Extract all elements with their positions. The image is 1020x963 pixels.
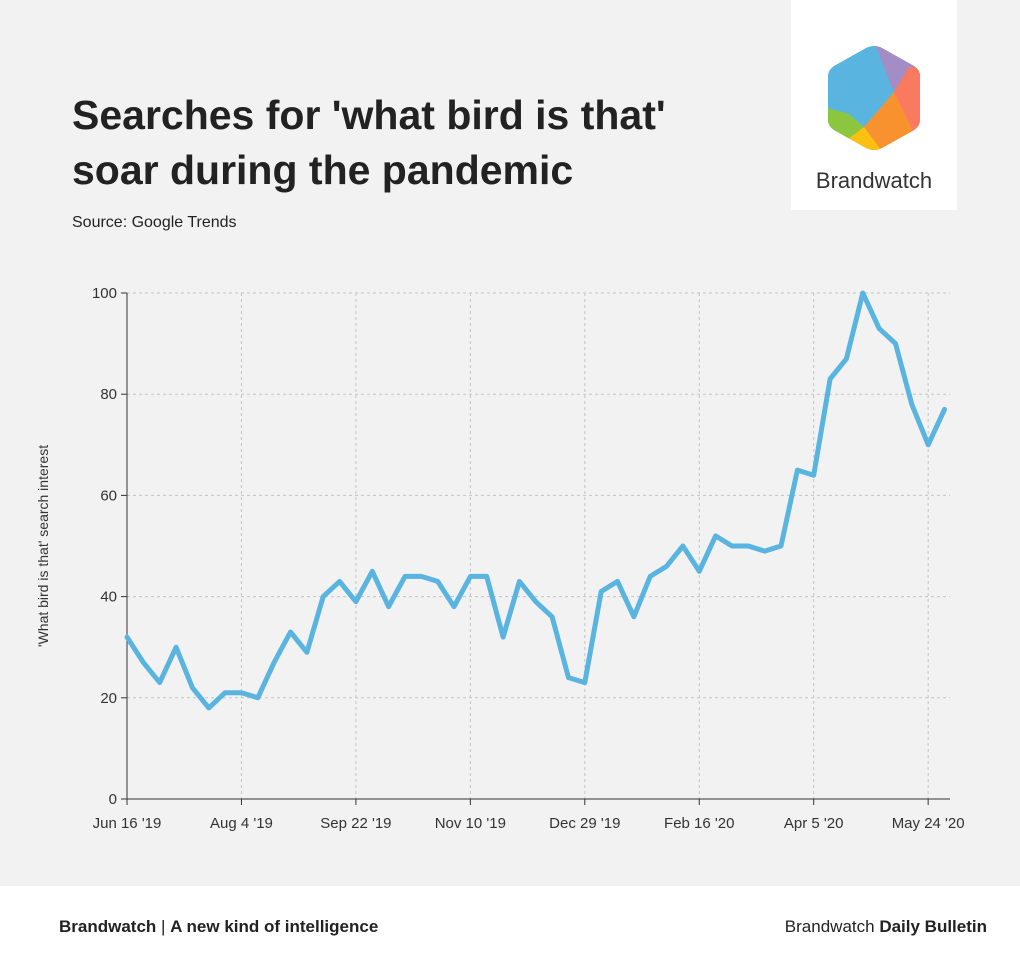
y-axis-ticks: 0 20 40 60 80 100 bbox=[92, 285, 127, 808]
chart-grid bbox=[126, 292, 950, 799]
x-tick-label: Aug 4 '19 bbox=[210, 815, 273, 832]
footer-bulletin: Brandwatch Daily Bulletin bbox=[785, 917, 987, 937]
x-tick-label: Feb 16 '20 bbox=[664, 815, 734, 832]
title-line-1: Searches for 'what bird is that' bbox=[72, 92, 666, 138]
x-tick-label: May 24 '20 bbox=[892, 815, 965, 832]
x-tick-label: Nov 10 '19 bbox=[435, 815, 506, 832]
y-tick-label: 80 bbox=[100, 386, 117, 403]
y-tick-label: 0 bbox=[109, 791, 117, 808]
x-tick-label: Sep 22 '19 bbox=[320, 815, 391, 832]
y-tick-label: 60 bbox=[100, 487, 117, 504]
x-axis-ticks: Jun 16 '19 Aug 4 '19 Sep 22 '19 Nov 10 '19 D… bbox=[93, 799, 965, 832]
brandwatch-logo: Brandwatch bbox=[791, 0, 957, 210]
chart-title: Searches for 'what bird is that' soar du… bbox=[72, 88, 732, 198]
x-tick-label: Jun 16 '19 bbox=[93, 815, 162, 832]
series-line bbox=[124, 290, 947, 711]
y-axis-label: 'What bird is that' search interest bbox=[35, 445, 51, 647]
x-tick-label: Apr 5 '20 bbox=[784, 815, 844, 832]
footer-product: Daily Bulletin bbox=[879, 917, 987, 936]
brandwatch-logo-text: Brandwatch bbox=[815, 168, 933, 193]
source-note: Source: Google Trends bbox=[72, 214, 237, 231]
footer: Brandwatch | A new kind of intelligence … bbox=[0, 886, 1020, 963]
chart-axes bbox=[126, 293, 950, 800]
y-tick-label: 40 bbox=[100, 589, 117, 606]
title-line-2: soar during the pandemic bbox=[72, 147, 574, 193]
line-chart: 0 20 40 60 80 100 Jun 16 '19 Aug 4 '19 Sep 22 '… bbox=[35, 285, 965, 832]
brandwatch-hexagon-logo-icon bbox=[828, 46, 920, 150]
footer-tagline-text: A new kind of intelligence bbox=[170, 917, 379, 936]
footer-brand: Brandwatch bbox=[59, 917, 157, 936]
y-tick-label: 20 bbox=[100, 690, 117, 707]
x-tick-label: Dec 29 '19 bbox=[549, 815, 620, 832]
y-tick-label: 100 bbox=[92, 285, 117, 302]
footer-separator: | bbox=[156, 917, 171, 936]
footer-right-brand: Brandwatch bbox=[784, 917, 875, 936]
footer-tagline: Brandwatch | A new kind of intelligence bbox=[59, 917, 378, 937]
